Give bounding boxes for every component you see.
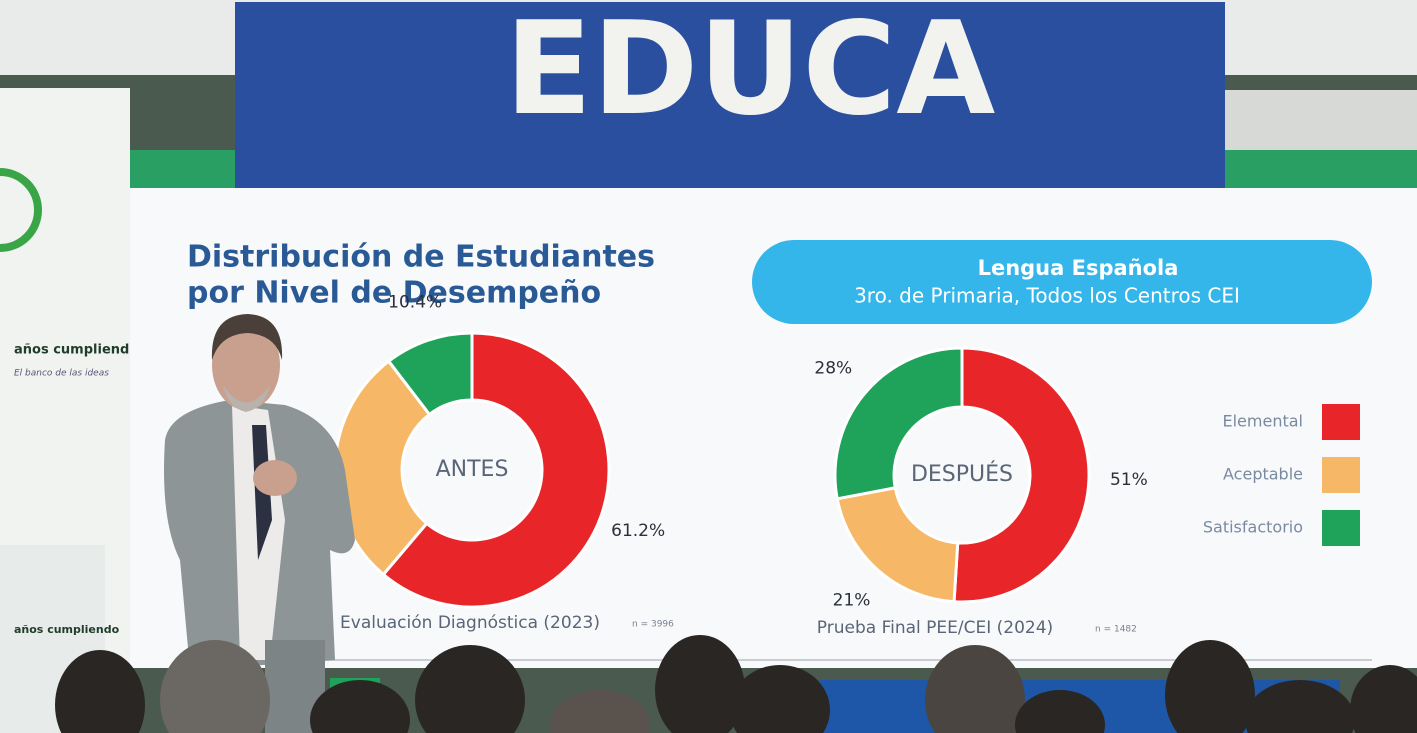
- hair: [211, 314, 283, 360]
- banner-text: EDUCA: [505, 0, 996, 144]
- caption: Prueba Final PEE/CEI (2024): [817, 618, 1053, 638]
- legend-label: Elemental: [1223, 412, 1304, 431]
- center-label: DESPUÉS: [911, 461, 1013, 487]
- slide-title: Distribución de Estudiantes: [187, 240, 655, 275]
- side-logo: [0, 168, 42, 252]
- sample-size: n = 1482: [1095, 625, 1137, 635]
- subject-pill: [752, 240, 1372, 324]
- center-label: ANTES: [436, 457, 509, 482]
- caption: Evaluación Diagnóstica (2023): [340, 613, 600, 633]
- data-label: 28%: [814, 359, 852, 379]
- legend-label: Aceptable: [1223, 465, 1303, 484]
- side-tagline: años cumpliendo: [14, 343, 138, 358]
- presenter: [164, 314, 355, 733]
- data-label: 51%: [1110, 470, 1148, 490]
- slide-title: por Nivel de Desempeño: [187, 276, 601, 311]
- legend-swatch: [1322, 404, 1360, 440]
- sample-size: n = 3996: [632, 620, 674, 630]
- legend-swatch: [1322, 457, 1360, 493]
- charts: 61.2% 10.4% ANTES Evaluación Diagnóstica (2…: [333, 292, 1360, 638]
- donut-slice: [952, 346, 1091, 604]
- audience: [55, 635, 1417, 733]
- side-motto: El banco de las ideas: [14, 369, 109, 379]
- hands: [253, 460, 297, 496]
- subject: Lengua Española: [978, 256, 1179, 280]
- legend-label: Satisfactorio: [1203, 518, 1303, 537]
- scope: 3ro. de Primaria, Todos los Centros CEI: [854, 284, 1240, 308]
- beard: [223, 385, 270, 412]
- donut-slice: [833, 346, 964, 501]
- donut-slice: [381, 331, 611, 609]
- head: [212, 320, 280, 410]
- podium-tagline: años cumpliendo: [14, 623, 120, 636]
- banner: [235, 2, 1225, 195]
- data-label: 21%: [833, 590, 871, 610]
- legend-swatch: [1322, 510, 1360, 546]
- data-label: 10.4%: [388, 292, 442, 312]
- donut-slice: [386, 331, 474, 417]
- data-label: 61.2%: [611, 521, 665, 541]
